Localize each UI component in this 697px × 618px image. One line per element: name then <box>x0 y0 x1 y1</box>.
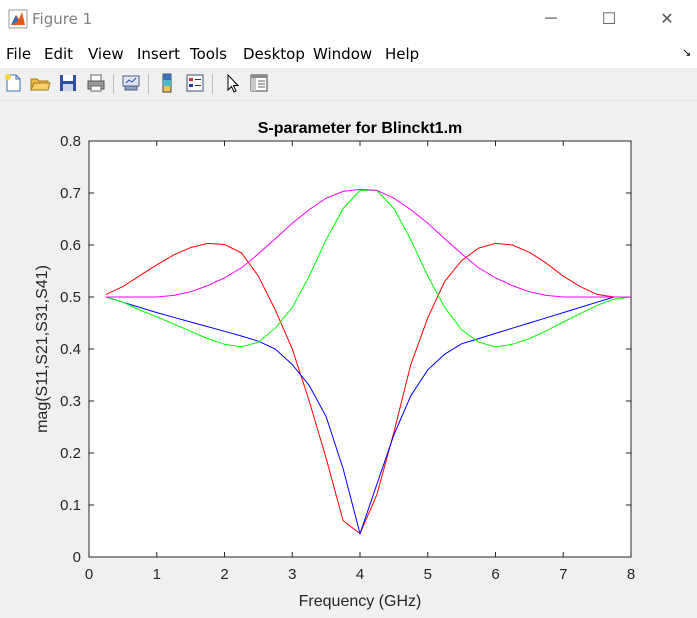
insert-legend-icon[interactable] <box>184 72 206 94</box>
y-tick-label: 0.7 <box>60 185 81 202</box>
menu-help[interactable]: Help <box>385 45 420 63</box>
x-tick-label: 0 <box>85 566 93 583</box>
y-tick-label: 0.5 <box>60 289 81 306</box>
toolbar <box>0 68 697 101</box>
x-tick-label: 6 <box>491 566 499 583</box>
plot-title: S-parameter for Blinckt1.m <box>258 120 463 137</box>
x-tick-label: 2 <box>220 566 228 583</box>
x-tick-label: 4 <box>356 566 364 583</box>
toolbar-separator <box>148 74 149 94</box>
new-figure-icon[interactable] <box>2 72 24 94</box>
window-title: Figure 1 <box>32 10 93 28</box>
y-tick-label: 0.4 <box>60 341 81 358</box>
y-tick-label: 0.3 <box>60 393 81 410</box>
y-tick-label: 0.6 <box>60 237 81 254</box>
title-bar[interactable]: Figure 1 ─ ☐ ✕ <box>0 0 697 38</box>
insert-colorbar-icon[interactable] <box>156 72 178 94</box>
figure-canvas: 0 0.1 0.2 0.3 0.4 0.5 0.6 0.7 0.8 0 1 2 3 4 5 6 7 8 S-pa… <box>0 101 697 613</box>
toolbar-separator <box>212 74 213 94</box>
x-tick-label: 7 <box>559 566 567 583</box>
print-figure-icon[interactable] <box>85 72 107 94</box>
plot-axes-box[interactable] <box>88 140 632 558</box>
menu-edit[interactable]: Edit <box>44 45 74 63</box>
x-tick-label: 5 <box>424 566 432 583</box>
menu-view[interactable]: View <box>88 45 124 63</box>
menu-window[interactable]: Window <box>313 45 373 63</box>
menu-file[interactable]: File <box>6 45 32 63</box>
close-button[interactable]: ✕ <box>644 0 690 38</box>
series-line-4 <box>105 188 631 298</box>
s-parameter-plot[interactable]: 0 0.1 0.2 0.3 0.4 0.5 0.6 0.7 0.8 0 1 2 3 4 5 6 7 8 S-pa… <box>0 101 697 613</box>
open-file-icon[interactable] <box>29 72 51 94</box>
link-plot-icon[interactable] <box>120 72 142 94</box>
minimize-icon: ─ <box>545 10 557 27</box>
property-inspector-icon[interactable] <box>248 72 270 94</box>
y-tick-label: 0 <box>73 549 81 566</box>
x-tick-label: 3 <box>288 566 296 583</box>
menu-tools[interactable]: Tools <box>190 45 227 63</box>
y-axis-label: mag(S11,S21,S31,S41) <box>34 265 51 433</box>
y-tick-label: 0.1 <box>60 497 81 514</box>
menu-desktop[interactable]: Desktop <box>243 45 305 63</box>
x-tick-label: 8 <box>627 566 635 583</box>
series-line-2 <box>105 296 631 536</box>
edit-plot-icon[interactable] <box>221 72 243 94</box>
maximize-button[interactable]: ☐ <box>586 0 632 38</box>
save-figure-icon[interactable] <box>57 72 79 94</box>
minimize-button[interactable]: ─ <box>528 0 574 38</box>
toolbar-separator <box>113 74 114 94</box>
menu-bar: File Edit View Insert Tools Desktop Wind… <box>0 38 697 68</box>
series-line-1 <box>105 242 631 535</box>
dock-arrow-icon[interactable]: ↘ <box>682 47 692 59</box>
x-axis-label: Frequency (GHz) <box>299 593 422 610</box>
maximize-icon: ☐ <box>601 11 617 28</box>
matlab-icon <box>8 9 28 29</box>
y-tick-label: 0.8 <box>60 133 81 150</box>
close-icon: ✕ <box>660 11 674 28</box>
menu-insert[interactable]: Insert <box>137 45 181 63</box>
y-tick-label: 0.2 <box>60 445 81 462</box>
x-tick-label: 1 <box>153 566 161 583</box>
